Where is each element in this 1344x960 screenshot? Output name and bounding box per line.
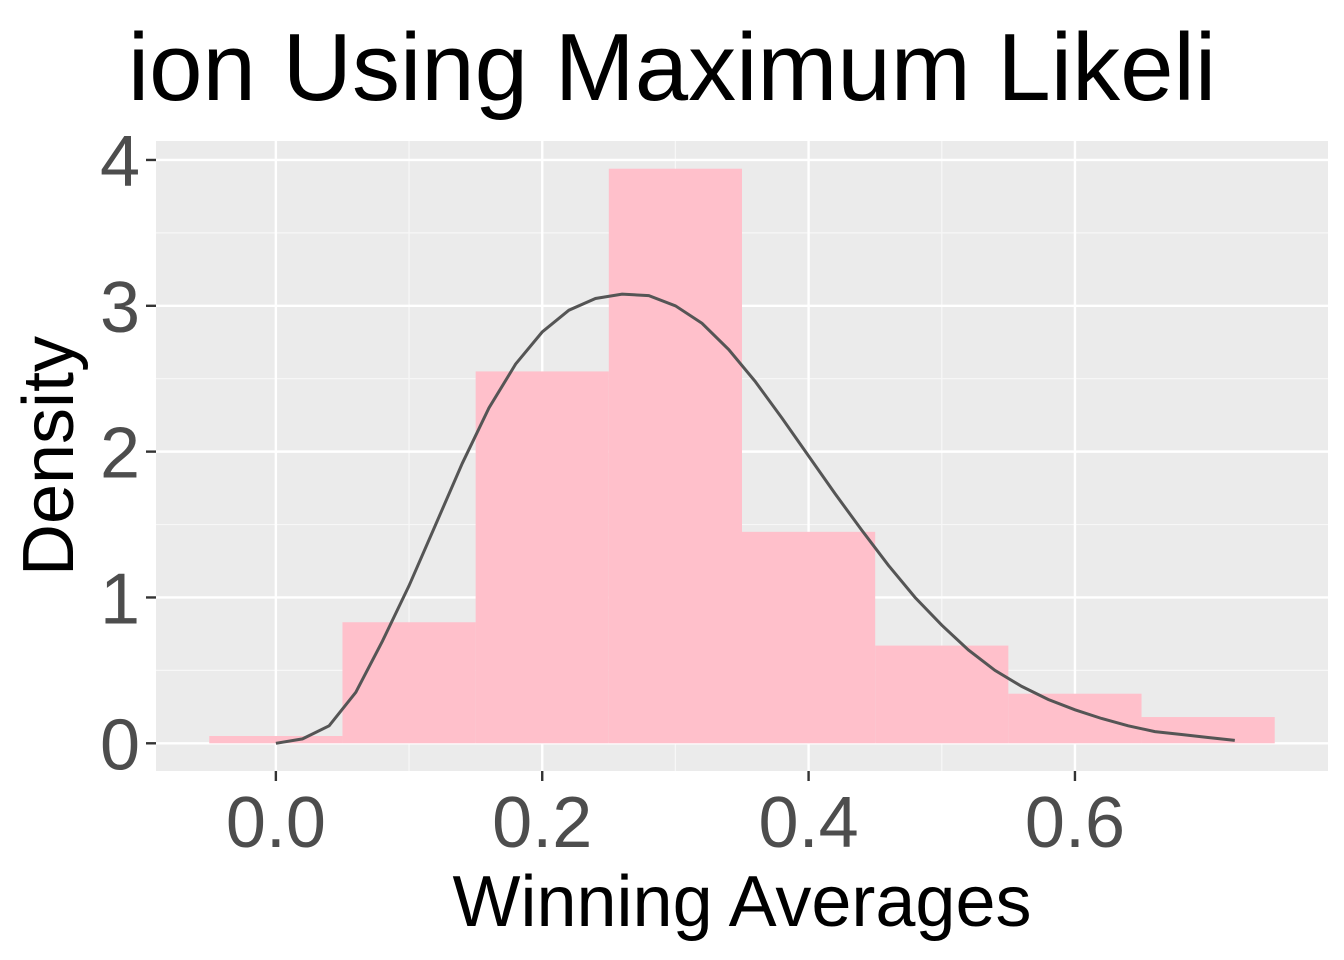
- x-tick-label: 0.2: [492, 783, 592, 863]
- histogram-bar-1: [342, 622, 476, 744]
- y-axis-title: Density: [9, 336, 89, 576]
- x-tick-label: 0.6: [1025, 783, 1125, 863]
- y-tick-label: 4: [100, 122, 140, 202]
- x-axis-title: Winning Averages: [452, 862, 1031, 942]
- density-curve: [275, 292, 1235, 745]
- histogram-bar-4: [742, 531, 876, 744]
- histogram-bar-5: [875, 645, 1009, 744]
- histogram-bar-2: [475, 371, 609, 744]
- y-tick-label: 1: [100, 559, 140, 639]
- x-tick-label: 0.0: [226, 783, 326, 863]
- histogram-bars: [209, 168, 1275, 744]
- x-tick-label: 0.4: [759, 783, 859, 863]
- y-tick-label: 2: [100, 414, 140, 494]
- grid-major: [156, 141, 1328, 771]
- y-tick-label: 3: [100, 268, 140, 348]
- y-axis-ticks: 0 1 2 3 4: [100, 122, 156, 785]
- histogram-bar-3: [608, 168, 742, 744]
- chart-title: ion Using Maximum Likeli: [128, 14, 1216, 121]
- x-axis-ticks: 0.0 0.2 0.4 0.6: [226, 771, 1125, 863]
- histogram-bar-7: [1141, 717, 1275, 744]
- histogram-bar-6: [1008, 693, 1142, 744]
- histogram-bar-0: [209, 736, 343, 744]
- y-tick-label: 0: [100, 705, 140, 785]
